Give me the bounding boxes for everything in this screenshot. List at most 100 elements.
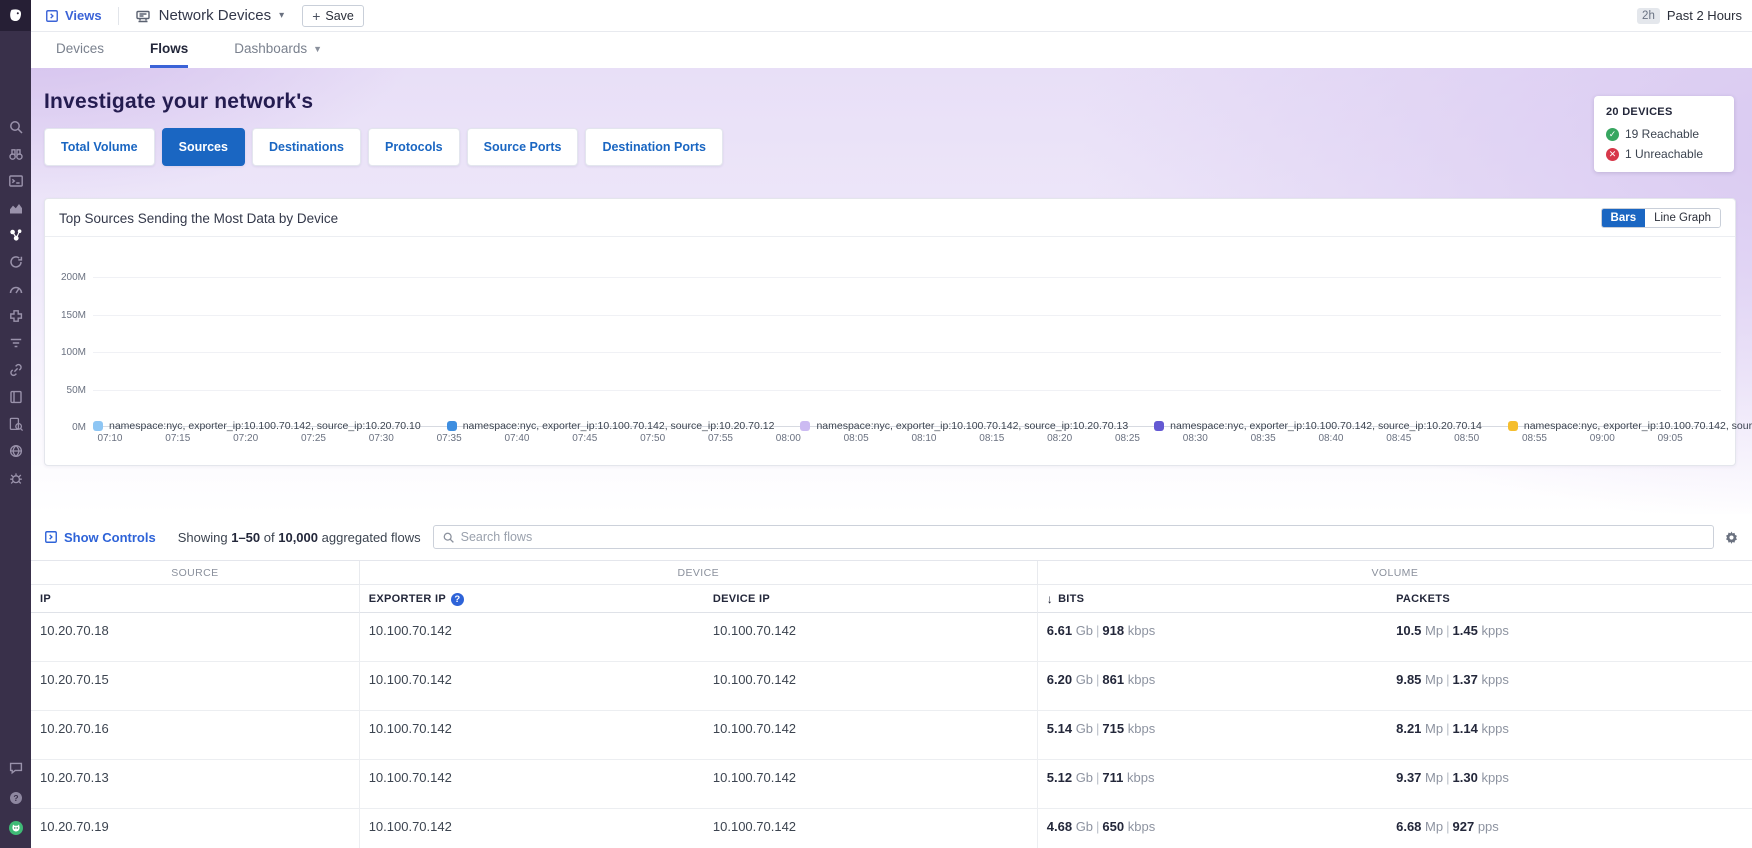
- pill-sources[interactable]: Sources: [161, 128, 245, 166]
- pill-destinations[interactable]: Destinations: [251, 128, 361, 166]
- cell-exporter-ip: 10.100.70.142: [368, 672, 452, 687]
- top-sources-chart-card: Top Sources Sending the Most Data by Dev…: [44, 198, 1752, 466]
- table-row[interactable]: 10.20.70.19 10.100.70.142 10.100.70.142 4.6…: [31, 809, 1752, 848]
- x-tick-label: 07:45: [572, 433, 598, 444]
- time-range-label[interactable]: Past 2 Hours: [1666, 8, 1742, 23]
- gridline-100m: [93, 352, 1721, 353]
- col-header-bits[interactable]: ↓ BITS: [1037, 585, 1388, 613]
- network-monitoring-icon[interactable]: [8, 227, 24, 243]
- chart-type-toggle: Bars Line Graph: [1600, 208, 1721, 228]
- integrations-puzzle-icon[interactable]: [8, 308, 24, 324]
- audit-search-icon[interactable]: [8, 416, 24, 432]
- col-ip-label: IP: [40, 593, 51, 605]
- group-volume: VOLUME: [1037, 561, 1752, 585]
- table-row[interactable]: 10.20.70.16 10.100.70.142 10.100.70.142 5.1…: [31, 711, 1752, 760]
- context-selector[interactable]: Network Devices ▾: [135, 7, 284, 24]
- col-header-exporter-ip[interactable]: EXPORTER IP?: [359, 585, 704, 613]
- table-body: 10.20.70.18 10.100.70.142 10.100.70.142 6.6…: [31, 613, 1752, 848]
- help-circle-icon[interactable]: ?: [450, 592, 464, 606]
- notebooks-icon[interactable]: [8, 389, 24, 405]
- cell-exporter-ip: 10.100.70.142: [368, 819, 452, 834]
- cell-device-ip: 10.100.70.142: [704, 662, 1038, 710]
- synthetics-icon[interactable]: [8, 254, 24, 270]
- tab-dashboards[interactable]: Dashboards ▼: [234, 32, 322, 68]
- cell-bits: 5.12 Gb | 711 kbps: [1046, 770, 1155, 785]
- reachable-row: ✓ 19 Reachable: [1606, 127, 1722, 141]
- pill-protocols[interactable]: Protocols: [367, 128, 460, 166]
- metrics-chart-icon[interactable]: [8, 200, 24, 216]
- table-row[interactable]: 10.20.70.18 10.100.70.142 10.100.70.142 6.6…: [31, 613, 1752, 662]
- tab-devices-label: Devices: [56, 41, 105, 56]
- save-button[interactable]: + Save: [302, 4, 364, 27]
- flows-table: SOURCE DEVICE VOLUME IP EXPORTER IP? DEV…: [31, 560, 1752, 848]
- datadog-logo[interactable]: [0, 0, 31, 31]
- col-device-ip-label: DEVICE IP: [712, 593, 770, 605]
- tab-devices[interactable]: Devices: [56, 32, 104, 68]
- cell-exporter-ip: 10.100.70.142: [368, 721, 452, 736]
- search-flows-input[interactable]: [460, 530, 1705, 544]
- investigate-hero: Investigate your network's Total Volume S…: [31, 68, 1752, 514]
- views-button[interactable]: Views: [45, 8, 102, 23]
- x-tick-label: 08:35: [1250, 433, 1276, 444]
- unreachable-row: ✕ 1 Unreachable: [1606, 147, 1722, 161]
- col-header-ip[interactable]: IP: [31, 585, 360, 613]
- table-settings-gear-icon[interactable]: [1724, 530, 1739, 545]
- cell-bits: 6.20 Gb | 861 kbps: [1046, 672, 1156, 687]
- chart-title: Top Sources Sending the Most Data by Dev…: [59, 210, 339, 226]
- cell-source-ip: 10.20.70.19: [31, 809, 360, 848]
- cell-bits: 6.61 Gb | 918 kbps: [1046, 623, 1156, 638]
- x-tick-label: 07:30: [368, 433, 394, 444]
- line-graph-toggle-button[interactable]: Line Graph: [1645, 209, 1720, 227]
- x-tick-label: 08:15: [979, 433, 1005, 444]
- flows-summary: Showing 1–50 of 10,000 aggregated flows: [178, 530, 421, 545]
- events-console-icon[interactable]: [8, 173, 24, 189]
- watchdog-binoculars-icon[interactable]: [8, 146, 24, 162]
- pill-source-ports[interactable]: Source Ports: [466, 128, 579, 166]
- security-globe-icon[interactable]: [8, 443, 24, 459]
- search-flows-box[interactable]: [432, 525, 1714, 549]
- summary-suffix: aggregated flows: [321, 529, 421, 545]
- cell-device-ip: 10.100.70.142: [704, 760, 1038, 808]
- tab-flows[interactable]: Flows: [150, 32, 189, 68]
- bars-toggle-button[interactable]: Bars: [1601, 209, 1646, 227]
- table-row[interactable]: 10.20.70.13 10.100.70.142 10.100.70.142 5.1…: [31, 760, 1752, 809]
- user-avatar[interactable]: [8, 820, 24, 836]
- views-panel-icon: [46, 9, 58, 22]
- summary-mid: of: [263, 529, 275, 545]
- devices-count: 20 DEVICES: [1606, 106, 1673, 118]
- pill-destination-ports[interactable]: Destination Ports: [585, 128, 723, 166]
- help-icon[interactable]: ?: [8, 790, 24, 806]
- threat-bug-icon[interactable]: [8, 470, 24, 486]
- legend-item[interactable]: namespace:nyc, exporter_ip:10.100.70.142…: [800, 420, 1128, 432]
- cell-bits: 5.14 Gb | 715 kbps: [1046, 721, 1156, 736]
- col-header-device-ip[interactable]: DEVICE IP: [703, 585, 1038, 613]
- legend-item[interactable]: namespace:nyc, exporter_ip:10.100.70.142…: [1507, 420, 1752, 432]
- search-icon[interactable]: [8, 119, 24, 135]
- ci-link-icon[interactable]: [8, 362, 24, 378]
- show-controls-button[interactable]: Show Controls: [44, 530, 156, 545]
- x-tick-label: 09:00: [1589, 433, 1615, 444]
- legend-item[interactable]: namespace:nyc, exporter_ip:10.100.70.142…: [446, 420, 774, 432]
- cell-source-ip: 10.20.70.15: [31, 662, 360, 710]
- pill-total-volume[interactable]: Total Volume: [44, 128, 155, 166]
- left-nav-rail: ?: [0, 0, 31, 848]
- table-row[interactable]: 10.20.70.15 10.100.70.142 10.100.70.142 6.2…: [31, 662, 1752, 711]
- dashboard-gauge-icon[interactable]: [8, 281, 24, 297]
- cell-device-ip: 10.100.70.142: [704, 613, 1038, 661]
- chat-feedback-icon[interactable]: [8, 760, 24, 776]
- caret-down-icon: ▼: [313, 43, 322, 54]
- legend-item[interactable]: namespace:nyc, exporter_ip:10.100.70.142…: [1154, 420, 1482, 432]
- logs-filter-icon[interactable]: [8, 335, 24, 351]
- unreachable-label: 1 Unreachable: [1625, 147, 1704, 161]
- time-range-badge[interactable]: 2h: [1637, 7, 1660, 24]
- cell-exporter-ip: 10.100.70.142: [368, 770, 452, 785]
- investigate-pills: Total Volume Sources Destinations Protocols…: [44, 128, 723, 166]
- devices-summary-card[interactable]: 20 DEVICES ✓ 19 Reachable ✕ 1 Unreachabl…: [1594, 96, 1734, 172]
- cell-packets: 9.37 Mp | 1.30 kpps: [1396, 770, 1509, 785]
- flows-controls-row: Show Controls Showing 1–50 of 10,000 agg…: [31, 514, 1752, 560]
- page-title: Investigate your network's: [44, 90, 314, 113]
- col-header-packets[interactable]: PACKETS: [1387, 585, 1752, 613]
- group-device: DEVICE: [359, 561, 1038, 585]
- chart-header: Top Sources Sending the Most Data by Dev…: [45, 199, 1735, 237]
- legend-item[interactable]: namespace:nyc, exporter_ip:10.100.70.142…: [93, 420, 421, 432]
